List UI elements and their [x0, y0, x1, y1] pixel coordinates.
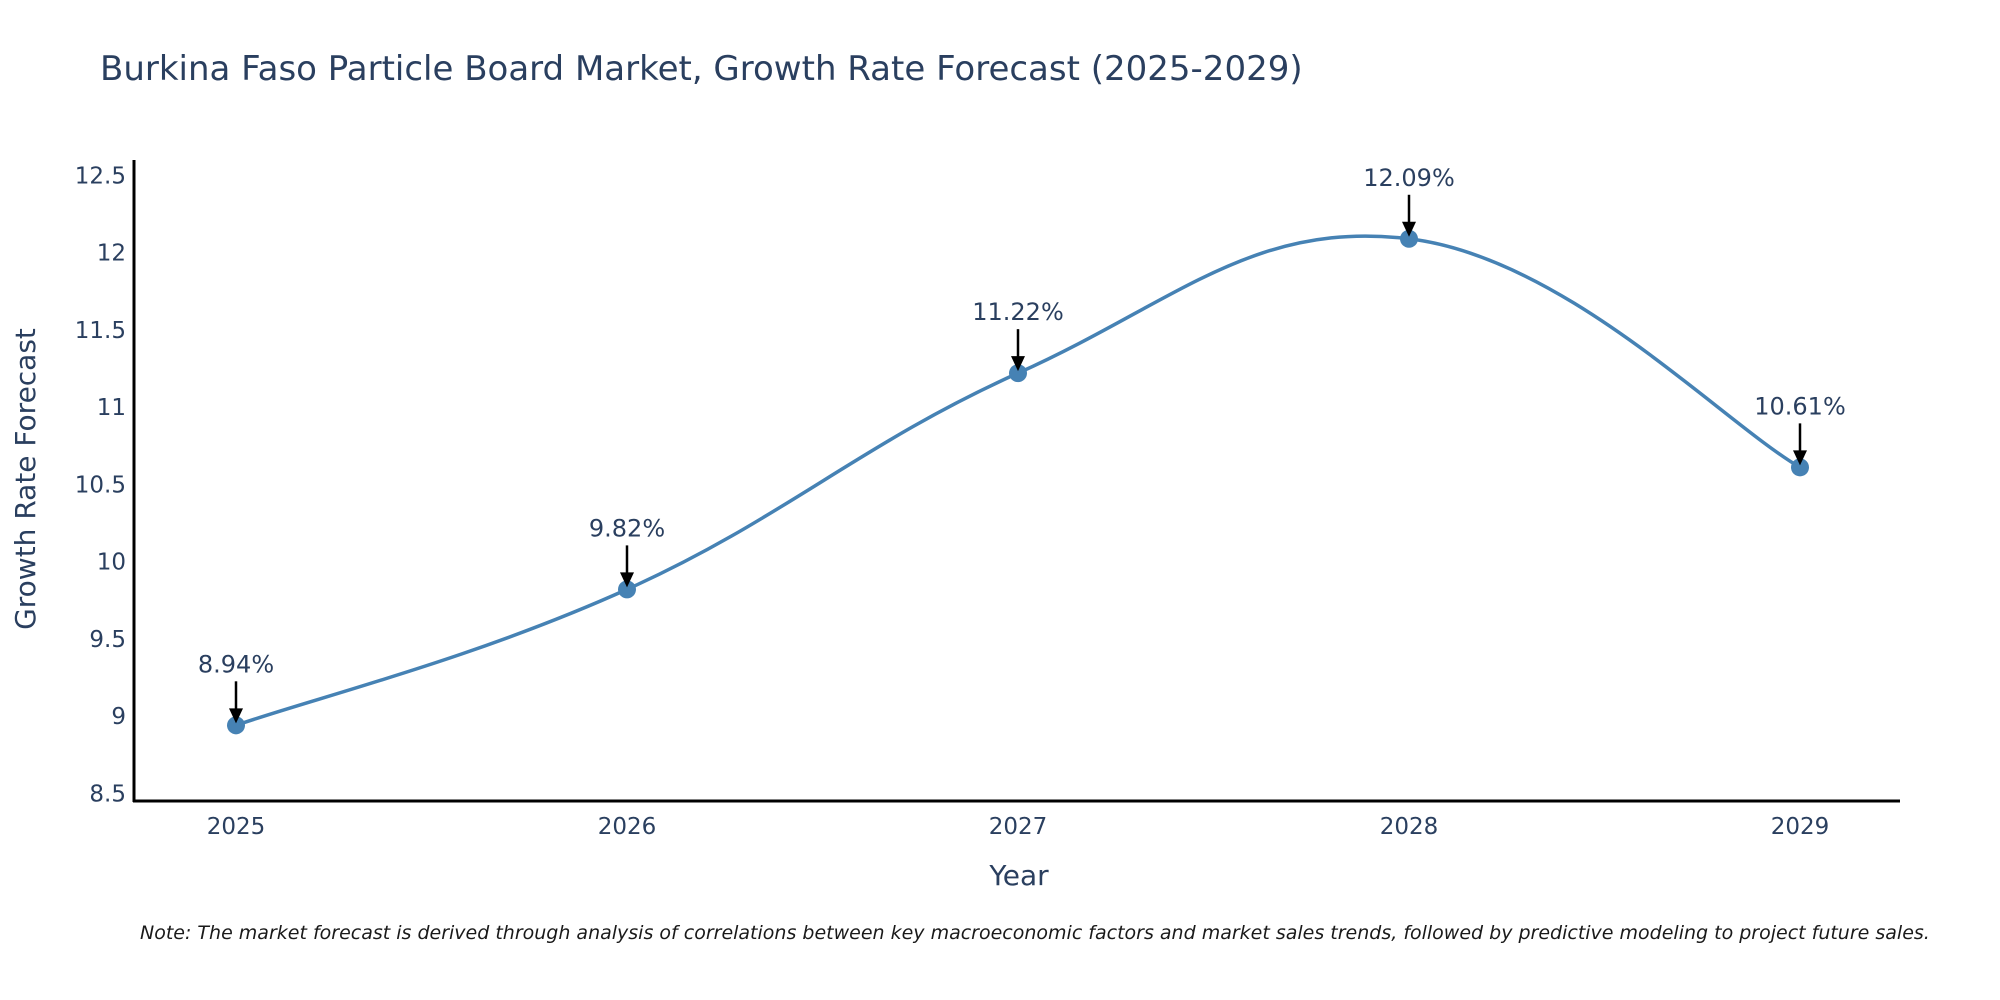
- y-tick-label: 10: [97, 550, 126, 576]
- x-tick-label: 2026: [598, 814, 657, 840]
- y-axis-ticks: 8.5 9 9.5 10 10.5 11 11.5 12 12.5: [75, 163, 126, 807]
- data-label: 12.09%: [1363, 164, 1455, 192]
- data-label: 11.22%: [972, 298, 1064, 326]
- y-tick-label: 10.5: [75, 472, 126, 498]
- x-tick-label: 2028: [1380, 814, 1439, 840]
- data-point-marker: [1791, 458, 1809, 477]
- annotation-arrowhead: [1793, 450, 1807, 466]
- data-label: 10.61%: [1754, 392, 1846, 420]
- y-axis-title: Growth Rate Forecast: [9, 328, 42, 630]
- data-annotations: 8.94% 9.82% 11.22% 12.09% 10.61%: [198, 164, 1846, 724]
- y-tick-label: 9: [111, 704, 126, 730]
- data-point-marker: [1009, 364, 1027, 383]
- x-tick-label: 2029: [1771, 814, 1830, 840]
- y-tick-label: 11: [97, 395, 126, 421]
- y-tick-label: 12.5: [75, 163, 126, 189]
- data-point-marker: [618, 580, 636, 599]
- x-axis-ticks: 2025 2026 2027 2028 2029: [207, 814, 1830, 840]
- y-tick-label: 9.5: [89, 627, 126, 653]
- annotation-arrowhead: [1402, 221, 1416, 237]
- x-tick-label: 2027: [989, 814, 1048, 840]
- y-tick-label: 11.5: [75, 318, 126, 344]
- chart-title: Burkina Faso Particle Board Market, Grow…: [100, 49, 1303, 89]
- x-tick-label: 2025: [207, 814, 266, 840]
- data-point-marker: [1400, 229, 1418, 248]
- data-point-marker: [227, 716, 245, 735]
- footnote: Note: The market forecast is derived thr…: [140, 922, 1930, 944]
- annotation-arrowhead: [229, 708, 243, 724]
- y-tick-label: 8.5: [89, 781, 126, 807]
- annotation-arrowhead: [1011, 356, 1025, 372]
- annotation-arrowhead: [620, 572, 634, 588]
- y-tick-label: 12: [97, 241, 126, 267]
- x-axis-title: Year: [988, 859, 1049, 892]
- data-label: 8.94%: [198, 650, 274, 678]
- data-label: 9.82%: [589, 514, 665, 542]
- data-points: [227, 229, 1809, 735]
